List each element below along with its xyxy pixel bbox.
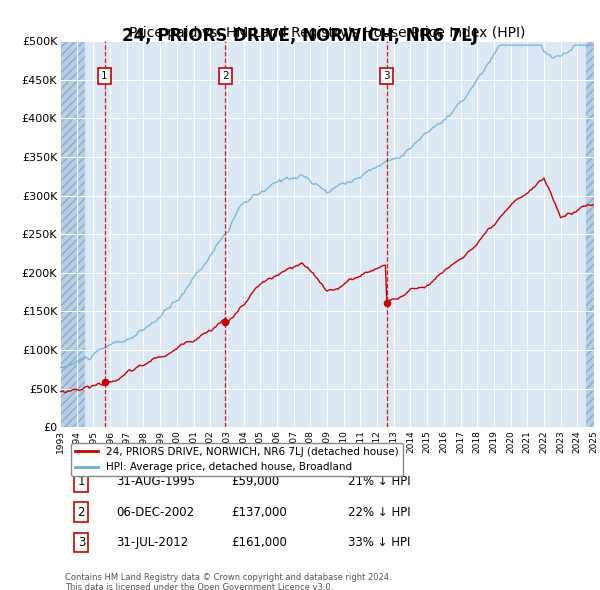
Text: Contains HM Land Registry data © Crown copyright and database right 2024.
This d: Contains HM Land Registry data © Crown c… xyxy=(65,573,392,590)
Text: 2: 2 xyxy=(222,71,229,81)
Text: 24, PRIORS DRIVE, NORWICH, NR6 7LJ: 24, PRIORS DRIVE, NORWICH, NR6 7LJ xyxy=(122,27,478,45)
Bar xyxy=(60,41,85,427)
Text: 3: 3 xyxy=(383,71,390,81)
Text: £137,000: £137,000 xyxy=(231,506,287,519)
Text: 1: 1 xyxy=(77,475,85,488)
Text: 06-DEC-2002: 06-DEC-2002 xyxy=(116,506,194,519)
Title: Price paid vs. HM Land Registry's House Price Index (HPI): Price paid vs. HM Land Registry's House … xyxy=(129,26,525,40)
Text: 33% ↓ HPI: 33% ↓ HPI xyxy=(349,536,411,549)
Bar xyxy=(586,41,594,427)
Text: £161,000: £161,000 xyxy=(231,536,287,549)
Text: 1: 1 xyxy=(101,71,108,81)
Text: 3: 3 xyxy=(77,536,85,549)
Text: 2: 2 xyxy=(77,506,85,519)
Text: 21% ↓ HPI: 21% ↓ HPI xyxy=(349,475,411,488)
Legend: 24, PRIORS DRIVE, NORWICH, NR6 7LJ (detached house), HPI: Average price, detache: 24, PRIORS DRIVE, NORWICH, NR6 7LJ (deta… xyxy=(71,443,403,476)
Bar xyxy=(586,41,594,427)
Text: 31-AUG-1995: 31-AUG-1995 xyxy=(116,475,195,488)
Text: £59,000: £59,000 xyxy=(231,475,279,488)
Text: 31-JUL-2012: 31-JUL-2012 xyxy=(116,536,188,549)
Text: 22% ↓ HPI: 22% ↓ HPI xyxy=(349,506,411,519)
Bar xyxy=(60,41,85,427)
